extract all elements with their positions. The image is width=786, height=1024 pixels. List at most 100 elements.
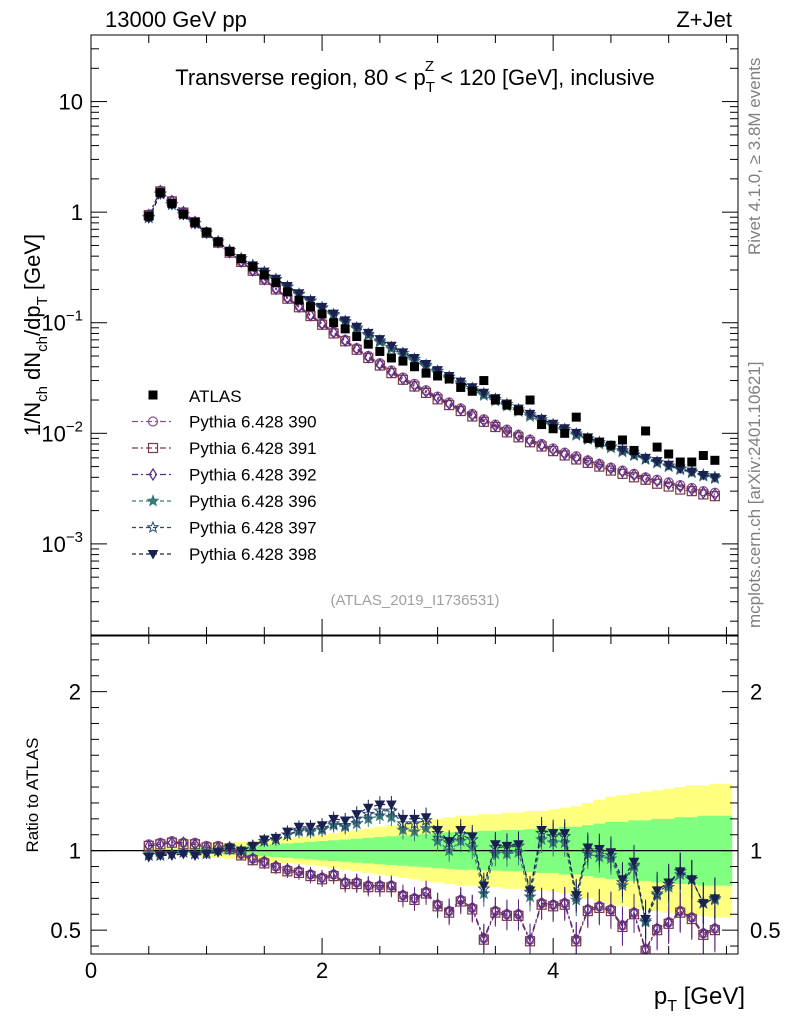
atlas-point [664,449,674,459]
ratio-point [548,898,558,912]
ratio-point [572,933,581,947]
atlas-point [617,435,627,445]
ratio-point [466,832,478,842]
mcplots-label: mcplots.cern.ch [arXiv:2401.10621] [745,362,764,628]
atlas-point [236,254,246,264]
atlas-point [560,428,570,438]
atlas-point [363,339,373,349]
atlas-point [294,295,304,305]
data-point [364,350,373,364]
ratio-point [606,902,616,917]
data-point [479,414,489,428]
ratio-point [154,851,166,861]
data-point [478,388,490,399]
ratio-point [629,906,639,920]
data-point [709,473,721,483]
data-point [687,482,696,497]
ratio-point [258,835,270,846]
data-point [397,348,409,358]
data-point [306,308,315,322]
energy-label: 13000 GeV pp [105,7,247,32]
atlas-point [675,457,685,467]
ratio-point [143,853,155,863]
data-point [420,360,432,370]
ratio-point [443,837,455,847]
series-pythia-6.428-397 [142,187,722,483]
series-line [148,192,716,480]
main-title: Transverse region, 80 < pTZ < 120 [GeV],… [175,58,655,96]
ratio-y-tick-label-right: 0.5 [750,918,781,943]
data-point [328,309,339,320]
ratio-point [513,840,524,850]
atlas-point [513,406,523,416]
atlas-point [155,188,165,198]
ratio-point [594,845,605,855]
series-line [148,193,716,478]
ratio-point [455,825,467,836]
atlas-point [421,368,431,378]
ratio-point [189,851,201,861]
atlas-point [340,324,350,334]
atlas-point [329,318,339,328]
data-point [339,316,351,326]
ratio-point [397,814,409,825]
ratio-point [502,907,512,921]
ratio-point [699,926,708,940]
ratio-point [652,921,662,936]
data-point [559,424,571,434]
ratio-point [270,833,282,844]
data-point [293,289,305,299]
ratio-point [595,899,604,913]
ratio-point [305,822,316,833]
ratio-point [697,899,709,909]
ratio-point [641,942,650,954]
ratio-point [398,888,408,902]
ratio-point [316,821,328,831]
process-label: Z+Jet [676,7,732,32]
ratio-point [490,840,501,850]
data-point [675,484,686,495]
ratio-point [501,841,513,852]
ratio-point [166,851,178,861]
data-point [710,487,720,502]
ratio-point [491,904,500,918]
ratio-point [583,902,593,917]
ratio-y-tick-label-right: 2 [750,680,762,705]
data-point [583,454,593,468]
data-point [398,372,408,386]
atlas-point [548,424,558,434]
atlas-point [583,433,593,443]
atlas-point [571,412,581,422]
ratio-point [386,800,397,811]
data-point [294,299,304,314]
ratio-point [235,846,247,857]
x-tick-label: 2 [316,958,328,983]
data-point [317,317,327,331]
ratio-point [374,800,386,811]
ratio-point [420,813,432,823]
ratio-ylabel: Ratio to ATLAS [23,738,42,853]
ratio-point [375,879,385,893]
legend-marker [147,416,159,427]
main-panel: Transverse region, 80 < pTZ < 120 [GeV],… [20,34,739,636]
ratio-point [306,867,315,882]
ratio-point [524,886,536,896]
atlas-point [248,262,258,272]
main-frame [90,34,739,636]
atlas-point [479,376,489,386]
ratio-point [547,829,559,839]
ratio-point [525,933,535,947]
ratio-frame [90,635,739,955]
data-point [432,366,443,376]
atlas-point [398,356,408,366]
data-point [456,402,465,417]
ratio-point [293,822,305,833]
ratio-point [710,921,720,936]
atlas-point [641,426,651,436]
atlas-point [306,302,316,312]
ratio-point [282,827,293,838]
ratio-point [329,867,338,882]
ratio-point [294,864,304,878]
ratio-point [674,867,686,877]
